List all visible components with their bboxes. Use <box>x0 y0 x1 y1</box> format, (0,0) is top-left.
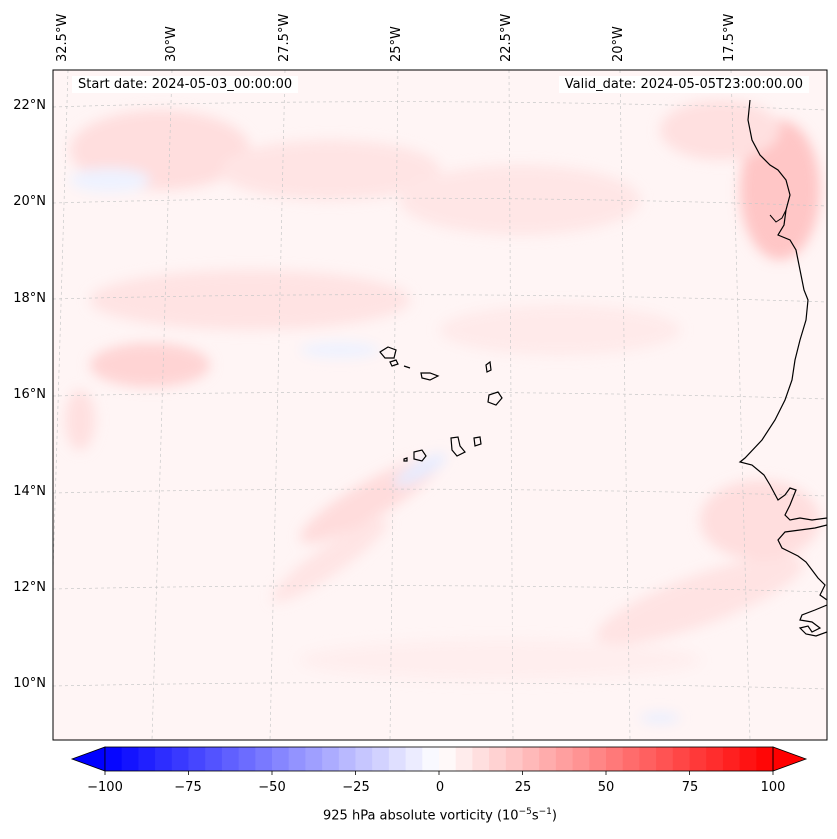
colorbar-segment <box>422 747 440 771</box>
colorbar-segment <box>305 747 323 771</box>
colorbar-segment <box>388 747 407 771</box>
colorbar-segment <box>121 747 139 771</box>
colorbar-label-exp1: −5 <box>518 807 532 817</box>
africa-coastline <box>738 99 827 521</box>
lon-label-25w: 25°W <box>389 26 404 62</box>
valid-date-label: Valid_date: 2024-05-05T23:00:00.00 <box>558 76 809 93</box>
colorbar-segment <box>739 747 757 771</box>
colorbar-segment <box>188 747 206 771</box>
colorbar-segment <box>722 747 741 771</box>
lat-label-14n: 14°N <box>13 484 46 499</box>
cbar-tick-25: 25 <box>514 780 532 795</box>
colorbar-segment <box>171 747 189 771</box>
colorbar-segment <box>672 747 690 771</box>
colorbar-segment <box>272 747 290 771</box>
lon-label-20w: 20°W <box>611 26 626 62</box>
colorbar-segment <box>489 747 507 771</box>
colorbar <box>70 746 808 775</box>
colorbar-label-end: ) <box>551 808 557 824</box>
lon-label-17-5w: 17.5°W <box>722 13 737 62</box>
coastal-feature <box>769 209 787 223</box>
start-date-label: Start date: 2024-05-03_00:00:00 <box>72 76 299 93</box>
colorbar-label: 925 hPa absolute vorticity (10−5s−1) <box>323 807 557 823</box>
colorbar-segment <box>255 747 273 771</box>
map-frame <box>52 69 828 741</box>
colorbar-segment <box>322 747 340 771</box>
colorbar-segment <box>656 747 674 771</box>
colorbar-segment <box>338 747 356 771</box>
cbar-tick-0: 0 <box>435 780 445 795</box>
africa-coastline-south <box>777 524 827 601</box>
colorbar-segment <box>238 747 256 771</box>
colorbar-segment <box>639 747 657 771</box>
colorbar-extend-min <box>70 746 106 772</box>
lon-label-22-5w: 22.5°W <box>499 13 514 62</box>
colorbar-segment <box>155 747 173 771</box>
colorbar-segment <box>589 747 607 771</box>
colorbar-segment <box>288 747 306 771</box>
lon-label-27-5w: 27.5°W <box>277 13 292 62</box>
cbar-tick-neg100: −100 <box>87 780 123 795</box>
colorbar-segment <box>355 747 373 771</box>
graticule <box>53 70 827 740</box>
colorbar-segment <box>138 747 156 771</box>
africa-coastline-bissau <box>798 604 827 637</box>
colorbar-segment <box>221 747 240 771</box>
cbar-tick-75: 75 <box>681 780 699 795</box>
colorbar-segment <box>472 747 490 771</box>
colorbar-segment <box>205 747 223 771</box>
colorbar-segment <box>555 747 574 771</box>
colorbar-segment <box>405 747 423 771</box>
colorbar-segment <box>439 747 457 771</box>
vorticity-field <box>53 70 827 740</box>
colorbar-segment <box>372 747 390 771</box>
cbar-tick-100: 100 <box>760 780 786 795</box>
lon-label-32-5w: 32.5°W <box>55 13 70 62</box>
lon-label-30w: 30°W <box>164 26 179 62</box>
colorbar-segment <box>505 747 523 771</box>
colorbar-label-mid: s <box>531 808 539 824</box>
colorbar-segment <box>689 747 707 771</box>
colorbar-segment <box>105 747 123 771</box>
colorbar-segment <box>606 747 624 771</box>
lat-label-22n: 22°N <box>13 98 46 113</box>
colorbar-segment <box>572 747 590 771</box>
colorbar-segment <box>539 747 557 771</box>
cbar-tick-50: 50 <box>597 780 615 795</box>
lat-label-12n: 12°N <box>13 580 46 595</box>
colorbar-segment <box>622 747 640 771</box>
lat-label-10n: 10°N <box>13 676 46 691</box>
cbar-tick-neg25: −25 <box>342 780 370 795</box>
colorbar-segment <box>455 747 473 771</box>
cape-verde-islands <box>379 346 503 462</box>
colorbar-label-main: 925 hPa absolute vorticity (10 <box>323 808 519 824</box>
lat-label-20n: 20°N <box>13 194 46 209</box>
colorbar-segment <box>522 747 540 771</box>
cbar-tick-neg50: −50 <box>258 780 286 795</box>
colorbar-extend-max <box>772 746 808 772</box>
colorbar-label-exp2: −1 <box>538 807 552 817</box>
colorbar-segment <box>706 747 724 771</box>
lat-label-18n: 18°N <box>13 291 46 306</box>
lat-label-16n: 16°N <box>13 387 46 402</box>
cbar-tick-neg75: −75 <box>174 780 202 795</box>
colorbar-segment <box>756 747 774 771</box>
